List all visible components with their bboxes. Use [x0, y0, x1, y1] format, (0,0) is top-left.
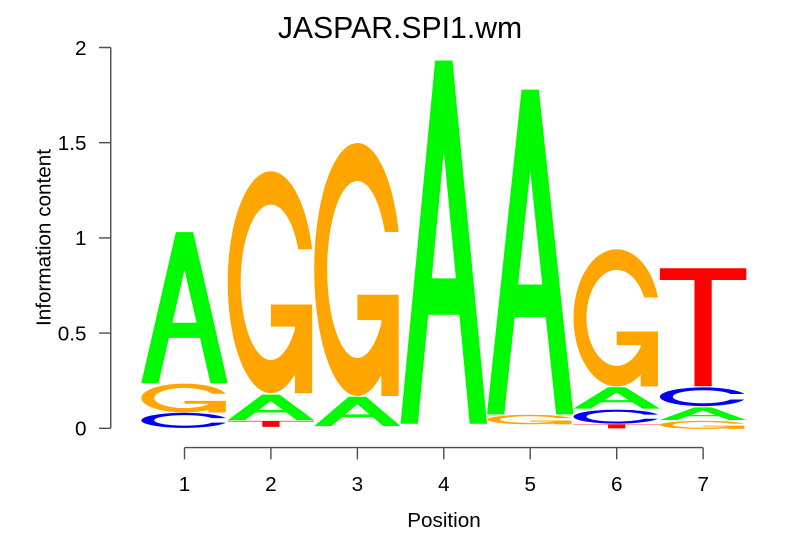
svg-text:Information content: Information content	[33, 149, 56, 326]
svg-text:6: 6	[611, 473, 623, 496]
svg-text:0: 0	[75, 418, 87, 441]
svg-text:1: 1	[75, 227, 87, 250]
svg-text:5: 5	[524, 473, 536, 496]
svg-text:7: 7	[697, 473, 709, 496]
svg-text:4: 4	[438, 473, 450, 496]
svg-text:1: 1	[179, 473, 191, 496]
svg-text:3: 3	[352, 473, 364, 496]
svg-text:2: 2	[75, 37, 87, 60]
svg-text:1.5: 1.5	[58, 132, 87, 155]
svg-text:JASPAR.SPI1.wm: JASPAR.SPI1.wm	[278, 12, 522, 45]
svg-text:2: 2	[265, 473, 277, 496]
svg-text:0.5: 0.5	[58, 322, 87, 345]
svg-text:Position: Position	[407, 509, 481, 532]
